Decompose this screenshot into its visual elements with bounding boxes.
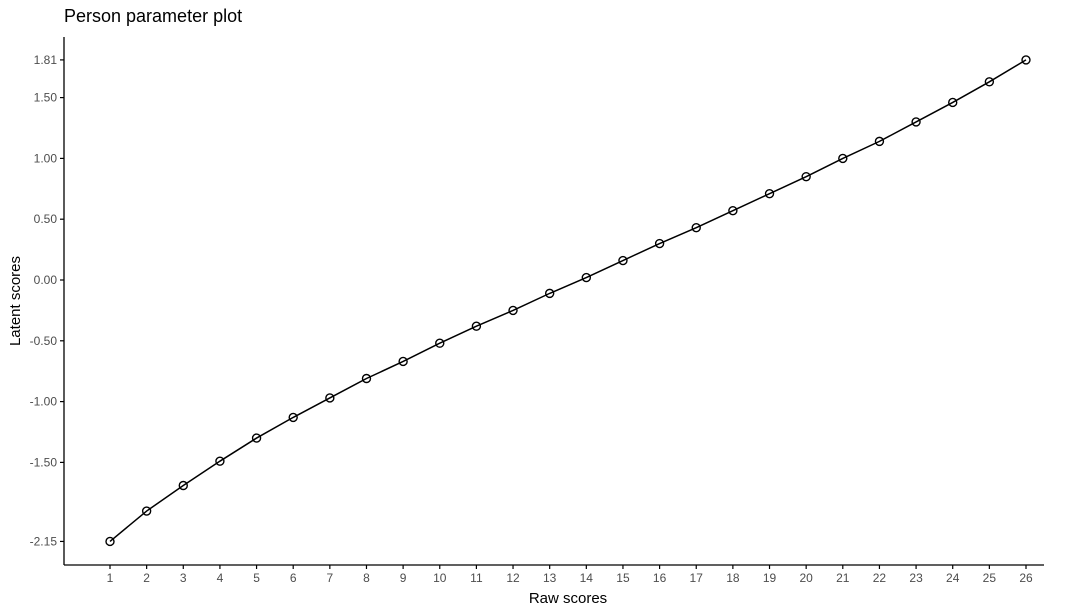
data-point — [325, 393, 335, 403]
x-tick-label: 24 — [946, 571, 960, 585]
x-tick-label: 4 — [217, 571, 224, 585]
x-axis-label: Raw scores — [529, 590, 607, 607]
x-tick-label: 10 — [433, 571, 447, 585]
data-point — [691, 223, 701, 233]
x-tick-label: 23 — [909, 571, 923, 585]
y-tick-label: -0.50 — [30, 334, 58, 348]
data-point — [838, 153, 848, 164]
x-tick-label: 1 — [107, 571, 114, 585]
y-tick-label: 0.00 — [34, 273, 58, 287]
y-tick-label: 0.50 — [34, 212, 58, 226]
data-point — [251, 433, 262, 443]
y-tick-label: 1.81 — [34, 53, 58, 67]
x-tick-label: 2 — [143, 571, 150, 585]
x-tick-label: 3 — [180, 571, 187, 585]
x-tick-label: 26 — [1019, 571, 1033, 585]
y-tick-label: -2.15 — [30, 534, 58, 548]
data-point — [911, 117, 921, 127]
x-tick-label: 15 — [616, 571, 630, 585]
x-tick-label: 16 — [653, 571, 667, 585]
x-tick-label: 17 — [690, 571, 704, 585]
data-point — [435, 338, 445, 348]
x-tick-label: 9 — [400, 571, 407, 585]
chart-title: Person parameter plot — [64, 6, 242, 26]
x-tick-label: 22 — [873, 571, 887, 585]
data-point — [948, 97, 958, 108]
data-point — [1021, 55, 1031, 65]
x-tick-label: 12 — [506, 571, 520, 585]
data-point — [984, 77, 995, 87]
x-tick-label: 18 — [726, 571, 740, 585]
data-point — [288, 412, 298, 423]
data-point — [105, 536, 115, 547]
x-tick-label: 7 — [326, 571, 333, 585]
data-point — [874, 136, 885, 147]
x-tick-label: 8 — [363, 571, 370, 585]
y-tick-label: 1.00 — [34, 151, 58, 165]
y-tick-label: -1.00 — [30, 395, 58, 409]
data-point — [361, 373, 372, 384]
y-tick-label: -1.50 — [30, 455, 58, 469]
data-point — [398, 356, 408, 367]
x-tick-label: 25 — [983, 571, 997, 585]
data-point — [215, 456, 225, 466]
x-tick-label: 5 — [253, 571, 260, 585]
data-point — [581, 272, 592, 283]
series-line — [109, 59, 1027, 543]
data-point — [801, 171, 811, 182]
data-point — [471, 321, 482, 331]
x-tick-label: 11 — [470, 571, 483, 585]
x-tick-label: 13 — [543, 571, 557, 585]
data-point — [654, 238, 665, 249]
data-point — [764, 188, 775, 199]
data-point — [544, 288, 555, 299]
x-tick-label: 6 — [290, 571, 297, 585]
x-tick-label: 21 — [836, 571, 850, 585]
data-point — [508, 305, 518, 316]
data-point — [618, 255, 628, 266]
y-tick-label: 1.50 — [34, 91, 58, 105]
y-axis-label: Latent scores — [7, 256, 24, 346]
x-tick-label: 20 — [799, 571, 813, 585]
data-point — [728, 205, 738, 216]
data-point — [141, 506, 152, 516]
data-point — [178, 480, 188, 491]
x-tick-label: 19 — [763, 571, 777, 585]
x-tick-label: 14 — [580, 571, 594, 585]
